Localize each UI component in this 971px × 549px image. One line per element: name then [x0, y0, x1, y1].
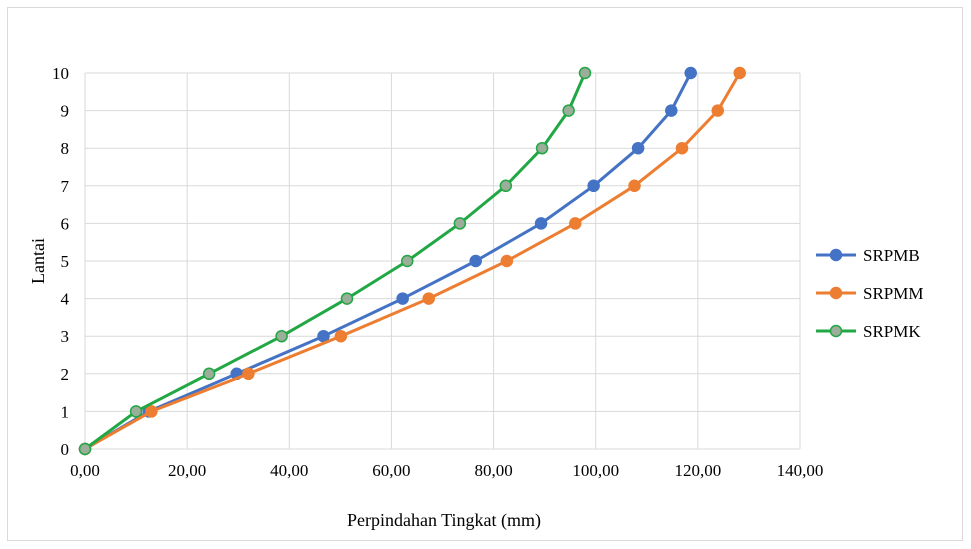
data-point [340, 292, 354, 305]
legend-swatch-marker [829, 248, 843, 262]
data-point [733, 66, 746, 80]
legend-swatch-marker [829, 324, 843, 338]
y-tick-label: 9 [61, 102, 70, 121]
data-point [569, 217, 582, 230]
x-axis-ticks: 0,00 20,00 40,00 60,00 80,00 100,00 120,00 140,… [70, 461, 823, 480]
data-point [242, 367, 255, 381]
x-tick-label: 40,00 [270, 461, 308, 480]
data-point [334, 329, 348, 343]
legend-label: SRPMB [863, 246, 920, 265]
y-tick-label: 7 [61, 177, 70, 196]
legend: SRPMB SRPMM SRPMK [816, 246, 923, 341]
y-tick-label: 0 [61, 440, 70, 459]
series-lines [78, 66, 746, 456]
data-point [534, 217, 548, 230]
data-point [500, 254, 514, 268]
data-point [562, 104, 575, 117]
data-point [628, 179, 641, 193]
data-point [145, 405, 158, 418]
legend-label: SRPMK [863, 322, 921, 341]
y-axis-title: Lantai [28, 238, 48, 284]
y-tick-label: 5 [61, 252, 70, 271]
data-point [401, 254, 414, 268]
data-point [535, 141, 549, 155]
x-axis-title: Perpindahan Tingkat (mm) [347, 510, 541, 531]
chart-frame [7, 7, 963, 541]
data-point [202, 367, 216, 381]
legend-label: SRPMM [863, 284, 923, 303]
x-tick-label: 140,00 [777, 461, 824, 480]
legend-item: SRPMM [816, 284, 923, 303]
legend-swatch-marker [829, 286, 843, 300]
y-tick-label: 8 [61, 139, 70, 158]
data-point [317, 329, 330, 343]
x-tick-label: 120,00 [674, 461, 721, 480]
y-tick-label: 4 [61, 290, 70, 309]
x-tick-label: 80,00 [474, 461, 512, 480]
data-point [499, 179, 513, 193]
data-point [711, 104, 725, 117]
y-tick-label: 1 [61, 402, 70, 421]
data-point [684, 66, 697, 80]
y-tick-label: 2 [61, 365, 70, 384]
legend-item: SRPMK [816, 322, 921, 341]
data-point [453, 217, 467, 230]
data-point [665, 104, 678, 117]
data-point [675, 141, 689, 155]
x-tick-label: 20,00 [168, 461, 206, 480]
data-point [275, 329, 288, 343]
data-point [129, 405, 143, 418]
grid-lines [84, 72, 801, 450]
x-tick-label: 100,00 [572, 461, 619, 480]
x-tick-label: 60,00 [372, 461, 410, 480]
data-point [469, 254, 482, 268]
data-point [396, 292, 409, 305]
data-point [78, 442, 92, 456]
data-point [578, 66, 592, 80]
data-point [587, 179, 600, 193]
x-tick-label: 0,00 [70, 461, 100, 480]
y-tick-label: 3 [61, 327, 70, 346]
y-tick-label: 10 [52, 64, 69, 83]
data-point [422, 292, 435, 305]
y-tick-label: 6 [61, 214, 70, 233]
legend-item: SRPMB [816, 246, 920, 265]
data-point [631, 141, 645, 155]
series-srpmk [78, 66, 592, 456]
y-axis-ticks: 0 1 2 3 4 5 6 7 8 9 10 [52, 64, 70, 459]
